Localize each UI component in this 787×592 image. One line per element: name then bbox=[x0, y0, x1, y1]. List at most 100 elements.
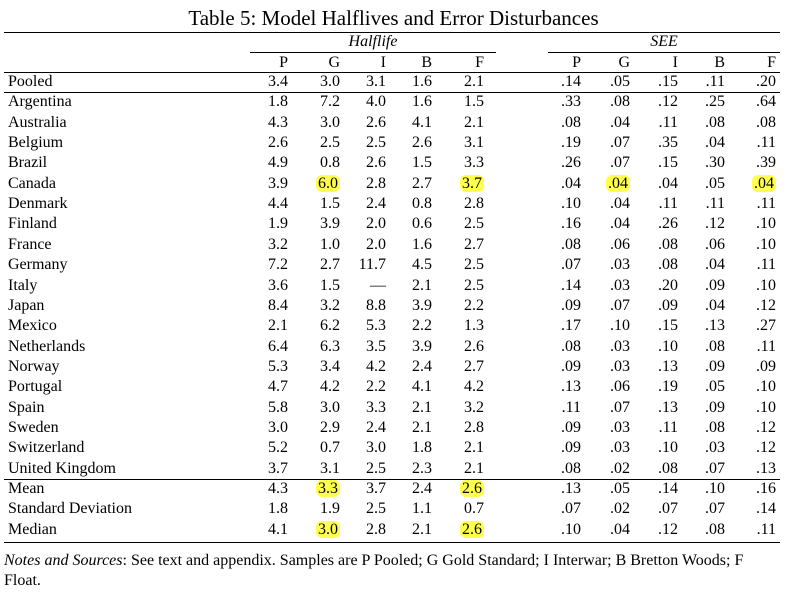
cell-value: 5.8 bbox=[268, 398, 288, 416]
cell-value: .27 bbox=[756, 317, 776, 335]
cell-value: 4.0 bbox=[366, 93, 386, 111]
cell-value: .07 bbox=[561, 500, 581, 518]
cell-value: 4.2 bbox=[464, 378, 484, 396]
cell-value: .10 bbox=[561, 195, 581, 213]
see-cell: .09 bbox=[681, 276, 725, 296]
see-cell: .10 bbox=[732, 235, 776, 255]
see-cell: .19 bbox=[634, 377, 678, 397]
cell-value: .04 bbox=[705, 134, 725, 152]
cell-value: .10 bbox=[658, 337, 678, 355]
halflife-col-header: B bbox=[421, 54, 432, 71]
halflife-cell: 2.1 bbox=[440, 113, 484, 133]
table-notes: Notes and Sources: See text and appendix… bbox=[4, 551, 784, 591]
see-cell: .16 bbox=[732, 479, 776, 499]
row-label: Canada bbox=[8, 174, 56, 192]
cell-value: 2.5 bbox=[464, 276, 484, 294]
cell-value: .03 bbox=[705, 439, 725, 457]
halflife-cell: 1.3 bbox=[440, 316, 484, 336]
cell-value: 2.5 bbox=[464, 215, 484, 233]
cell-value: 0.8 bbox=[320, 154, 340, 172]
cell-value: .04 bbox=[705, 256, 725, 274]
halflife-cell: 2.8 bbox=[440, 194, 484, 214]
halflife-cell: 0.7 bbox=[440, 499, 484, 519]
see-cell: .07 bbox=[537, 255, 581, 275]
halflife-cell: 2.8 bbox=[440, 418, 484, 438]
cell-value: .07 bbox=[705, 459, 725, 477]
cell-value: .11 bbox=[756, 337, 776, 355]
see-cell: .20 bbox=[634, 276, 678, 296]
cell-value: .07 bbox=[658, 500, 678, 518]
cell-value: .11 bbox=[561, 398, 581, 416]
halflife-cell: 2.3 bbox=[388, 459, 432, 479]
cell-value: 2.1 bbox=[412, 398, 432, 416]
see-cell: .12 bbox=[681, 214, 725, 234]
halflife-cell: 3.9 bbox=[296, 214, 340, 234]
cell-value: 2.2 bbox=[366, 378, 386, 396]
see-cell: .04 bbox=[681, 255, 725, 275]
cell-value: .07 bbox=[610, 296, 630, 314]
halflife-cell: 1.1 bbox=[388, 499, 432, 519]
cell-value: .08 bbox=[756, 113, 776, 131]
see-cell: .10 bbox=[732, 398, 776, 418]
cell-value: 1.8 bbox=[268, 500, 288, 518]
see-cell: .08 bbox=[681, 520, 725, 540]
halflife-cell: 3.0 bbox=[296, 72, 340, 92]
cell-value: .04 bbox=[610, 520, 630, 538]
cell-value: 2.1 bbox=[412, 418, 432, 436]
see-cell: .09 bbox=[537, 418, 581, 438]
see-cell: .15 bbox=[634, 72, 678, 92]
row-label: Spain bbox=[8, 398, 45, 416]
cell-value: .10 bbox=[705, 480, 725, 497]
see-col-header: B bbox=[714, 54, 725, 71]
see-cell: .08 bbox=[537, 113, 581, 133]
see-cell: .08 bbox=[681, 418, 725, 438]
top-rule bbox=[4, 32, 780, 33]
row-label: Mean bbox=[8, 480, 45, 497]
halflife-cell: 2.1 bbox=[440, 459, 484, 479]
halflife-cell: 1.8 bbox=[244, 92, 288, 112]
see-cell: .09 bbox=[681, 357, 725, 377]
see-cell: .33 bbox=[537, 92, 581, 112]
cell-value: .13 bbox=[561, 378, 581, 396]
see-cell: .07 bbox=[586, 133, 630, 153]
cell-value: .13 bbox=[658, 398, 678, 416]
halflife-cell: 2.6 bbox=[342, 153, 386, 173]
row-label: Australia bbox=[8, 113, 67, 131]
halflife-cell: 2.6 bbox=[388, 133, 432, 153]
cell-value: 8.8 bbox=[366, 296, 386, 314]
cell-value: .11 bbox=[705, 73, 725, 90]
halflife-cell: 3.1 bbox=[342, 72, 386, 92]
cell-value: 2.1 bbox=[464, 459, 484, 477]
see-cell: .06 bbox=[586, 235, 630, 255]
halflife-cell: 4.4 bbox=[244, 194, 288, 214]
cell-value: 3.0 bbox=[316, 520, 340, 538]
see-cell: .64 bbox=[732, 92, 776, 112]
cell-value: .05 bbox=[705, 378, 725, 396]
halflife-cell: 4.1 bbox=[388, 377, 432, 397]
see-cell: .12 bbox=[732, 418, 776, 438]
cell-value: 1.9 bbox=[268, 215, 288, 233]
cell-value: .05 bbox=[705, 174, 725, 192]
cell-value: .14 bbox=[561, 276, 581, 294]
halflife-cell: 3.2 bbox=[296, 296, 340, 316]
cell-value: .13 bbox=[705, 317, 725, 335]
see-col-header: F bbox=[767, 54, 776, 71]
halflife-cell: 6.0 bbox=[296, 174, 340, 194]
cell-value: .11 bbox=[658, 418, 678, 436]
cell-value: .08 bbox=[561, 337, 581, 355]
halflife-cell: 3.9 bbox=[244, 174, 288, 194]
cell-value: — bbox=[370, 276, 386, 294]
see-cell: .08 bbox=[732, 113, 776, 133]
cell-value: 11.7 bbox=[358, 256, 386, 274]
row-label: Portugal bbox=[8, 378, 63, 396]
cell-value: .19 bbox=[561, 134, 581, 152]
cell-value: .14 bbox=[561, 73, 581, 90]
cell-value: 1.0 bbox=[320, 235, 340, 253]
see-cell: .16 bbox=[537, 214, 581, 234]
cell-value: 6.0 bbox=[316, 174, 340, 192]
halflife-cell: 5.2 bbox=[244, 438, 288, 458]
halflife-cell: 3.4 bbox=[296, 357, 340, 377]
cell-value: .08 bbox=[658, 459, 678, 477]
see-cell: .04 bbox=[586, 174, 630, 194]
cell-value: .10 bbox=[756, 215, 776, 233]
